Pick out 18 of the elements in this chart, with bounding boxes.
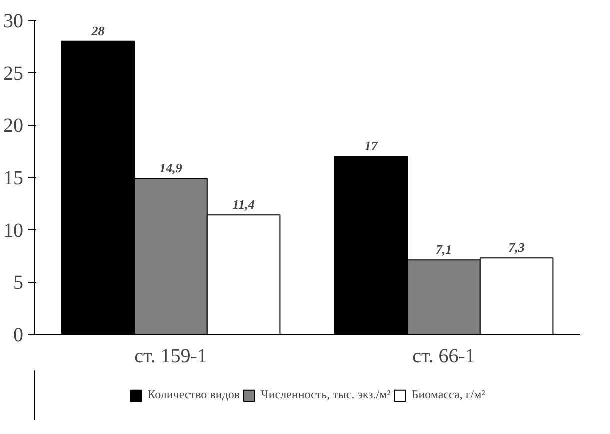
data-label: 7,3 [508, 240, 526, 256]
legend-label: Количество видов [148, 388, 240, 402]
y-tick-label: 20 [4, 115, 24, 138]
y-tick-label: 5 [14, 272, 24, 294]
x-tick-label: ст. 159-1 [134, 346, 208, 368]
y-tick-label: 15 [4, 168, 24, 190]
data-label: 7,1 [436, 242, 452, 258]
y-tick-label: 10 [4, 220, 24, 242]
y-tick-label: 30 [4, 10, 24, 32]
data-label: 28 [90, 23, 106, 38]
data-label: 14,9 [160, 160, 183, 176]
x-tick-label: ст. 66-1 [412, 346, 476, 368]
legend-label: Биомасса, г/м² [412, 388, 486, 402]
data-label: 17 [364, 138, 378, 154]
data-label: 11,4 [232, 197, 256, 212]
y-tick-label: 0 [14, 324, 24, 346]
legend-label: Численность, тыс. экз./м² [261, 388, 391, 402]
y-tick-label: 25 [4, 62, 24, 85]
